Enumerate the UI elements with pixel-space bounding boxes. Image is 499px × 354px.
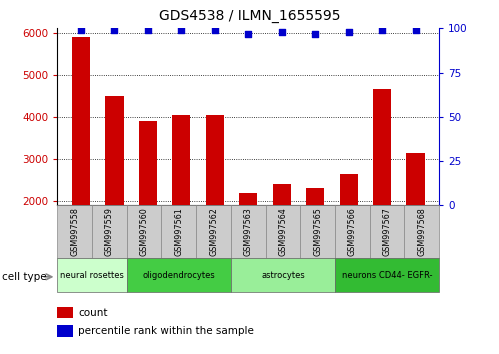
Point (211, 27, 219, 33)
Bar (127, 258, 231, 292)
Text: percentile rank within the sample: percentile rank within the sample (78, 326, 254, 336)
Bar (265, 205, 300, 258)
Text: GSM997558: GSM997558 (70, 207, 79, 256)
Text: oligodendrocytes: oligodendrocytes (143, 271, 215, 280)
Bar (57, 205, 92, 258)
Point (311, 31, 319, 36)
Text: cell type: cell type (2, 272, 47, 282)
Text: GSM997566: GSM997566 (348, 207, 357, 256)
Point (278, 29, 286, 35)
Bar (339, 174, 358, 285)
Bar (92, 205, 127, 258)
Bar (300, 205, 335, 258)
Bar (172, 115, 191, 285)
Bar (57, 307, 73, 318)
Bar (231, 205, 265, 258)
Point (110, 27, 118, 33)
Text: GSM997564: GSM997564 (278, 207, 287, 256)
Point (345, 29, 353, 35)
Bar (231, 258, 335, 292)
Text: GSM997565: GSM997565 (313, 207, 322, 256)
Bar (162, 205, 196, 258)
Text: count: count (78, 308, 108, 318)
Point (378, 27, 386, 33)
Text: neural rosettes: neural rosettes (60, 271, 124, 280)
Bar (139, 121, 157, 285)
Bar (335, 258, 439, 292)
Bar (335, 205, 370, 258)
Bar (370, 205, 404, 258)
Bar (373, 90, 391, 285)
Text: GSM997567: GSM997567 (383, 207, 392, 256)
Point (245, 31, 252, 36)
Bar (127, 205, 162, 258)
Text: GSM997560: GSM997560 (140, 207, 149, 256)
Text: GSM997568: GSM997568 (417, 207, 426, 256)
Text: GSM997561: GSM997561 (174, 207, 183, 256)
Text: GSM997559: GSM997559 (105, 207, 114, 256)
Bar (404, 205, 439, 258)
Bar (206, 115, 224, 285)
Bar (306, 188, 324, 285)
Bar (239, 193, 257, 285)
Point (144, 27, 152, 33)
Point (177, 27, 185, 33)
Text: GSM997562: GSM997562 (209, 207, 218, 256)
Text: GSM997563: GSM997563 (244, 207, 253, 256)
Bar (57, 258, 127, 292)
Point (412, 27, 420, 33)
Bar (57, 325, 73, 337)
Text: neurons CD44- EGFR-: neurons CD44- EGFR- (342, 271, 432, 280)
Bar (407, 153, 425, 285)
Text: astrocytes: astrocytes (261, 271, 305, 280)
Text: GDS4538 / ILMN_1655595: GDS4538 / ILMN_1655595 (159, 9, 340, 23)
Bar (72, 37, 90, 285)
Point (77, 27, 85, 33)
Bar (105, 96, 124, 285)
Bar (196, 205, 231, 258)
Bar (272, 184, 291, 285)
